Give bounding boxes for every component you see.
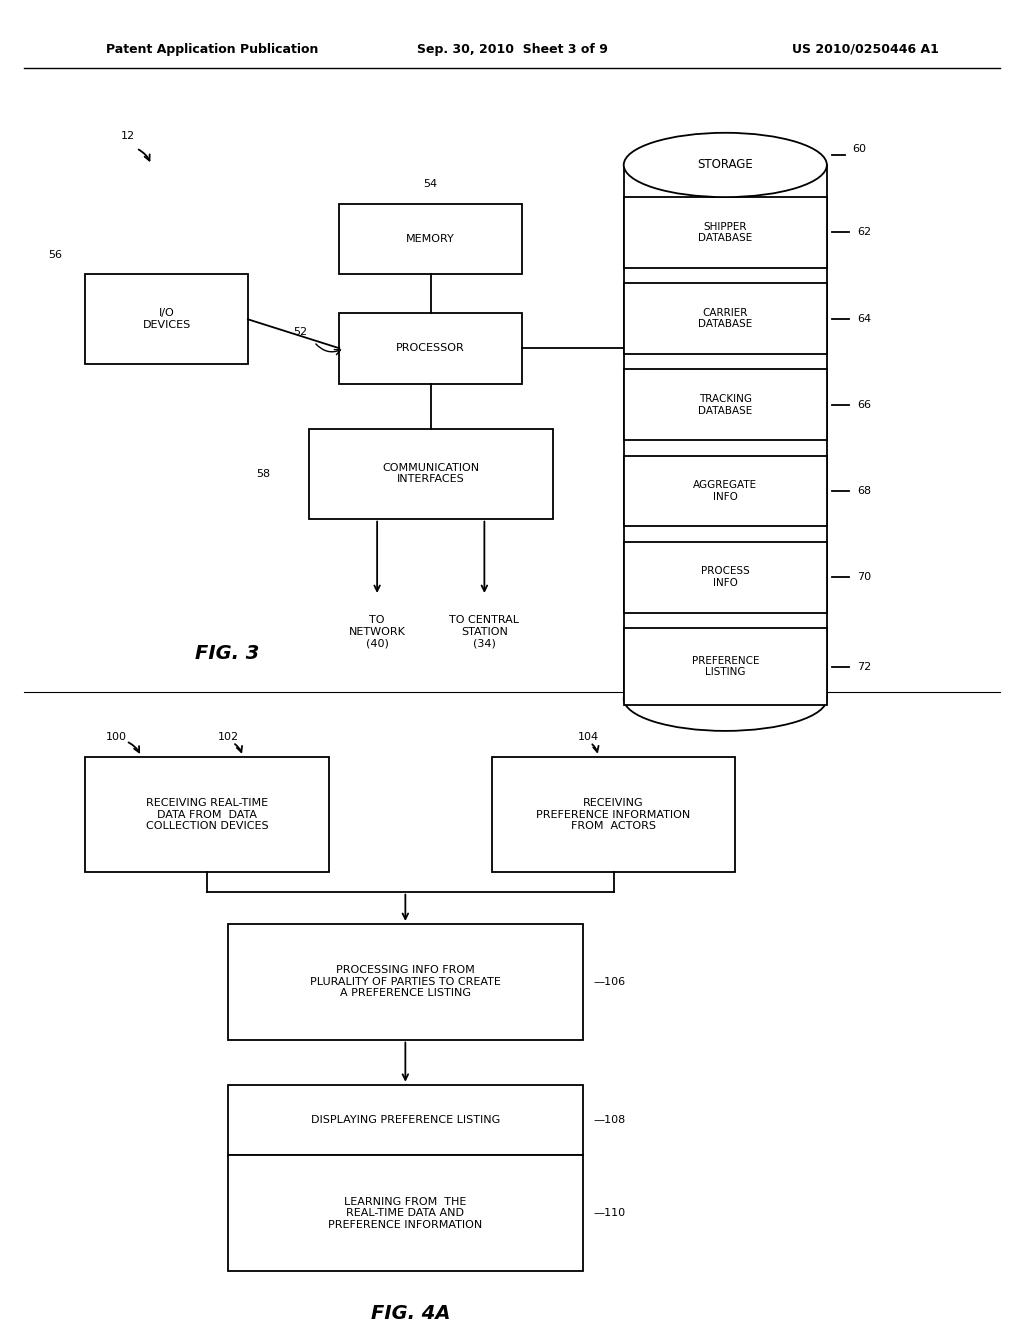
Text: LEARNING FROM  THE
REAL-TIME DATA AND
PREFERENCE INFORMATION: LEARNING FROM THE REAL-TIME DATA AND PRE… (329, 1197, 482, 1230)
Text: FIG. 4A: FIG. 4A (371, 1304, 451, 1320)
FancyBboxPatch shape (624, 370, 826, 440)
Text: —110: —110 (593, 1208, 626, 1218)
Text: PROCESSING INFO FROM
PLURALITY OF PARTIES TO CREATE
A PREFERENCE LISTING: PROCESSING INFO FROM PLURALITY OF PARTIE… (310, 965, 501, 998)
Text: 52: 52 (294, 327, 308, 338)
Text: PREFERENCE
LISTING: PREFERENCE LISTING (691, 656, 759, 677)
Text: STORAGE: STORAGE (697, 158, 754, 172)
FancyBboxPatch shape (624, 455, 826, 527)
Ellipse shape (624, 667, 826, 731)
Text: CARRIER
DATABASE: CARRIER DATABASE (698, 308, 753, 330)
FancyBboxPatch shape (85, 756, 329, 873)
Text: RECEIVING
PREFERENCE INFORMATION
FROM  ACTORS: RECEIVING PREFERENCE INFORMATION FROM AC… (537, 797, 691, 832)
Text: US 2010/0250446 A1: US 2010/0250446 A1 (792, 42, 939, 55)
FancyBboxPatch shape (492, 756, 735, 873)
FancyBboxPatch shape (624, 628, 826, 705)
Text: TO
NETWORK
(40): TO NETWORK (40) (349, 615, 406, 648)
Text: AGGREGATE
INFO: AGGREGATE INFO (693, 480, 758, 502)
FancyBboxPatch shape (339, 313, 522, 384)
Text: 72: 72 (857, 661, 871, 672)
Text: 62: 62 (857, 227, 871, 238)
Text: 60: 60 (852, 144, 866, 154)
Text: MEMORY: MEMORY (407, 234, 455, 244)
FancyBboxPatch shape (85, 275, 248, 364)
Text: 68: 68 (857, 486, 871, 496)
Text: TO CENTRAL
STATION
(34): TO CENTRAL STATION (34) (450, 615, 519, 648)
FancyBboxPatch shape (624, 541, 826, 612)
Text: SHIPPER
DATABASE: SHIPPER DATABASE (698, 222, 753, 243)
Text: COMMUNICATION
INTERFACES: COMMUNICATION INTERFACES (382, 463, 479, 484)
Text: 12: 12 (121, 131, 135, 141)
Ellipse shape (624, 133, 826, 197)
Text: I/O
DEVICES: I/O DEVICES (142, 309, 190, 330)
Text: PROCESSOR: PROCESSOR (396, 343, 465, 354)
FancyBboxPatch shape (624, 197, 826, 268)
Text: 70: 70 (857, 572, 871, 582)
FancyBboxPatch shape (227, 1085, 583, 1155)
Text: FIG. 3: FIG. 3 (196, 644, 260, 663)
FancyBboxPatch shape (227, 924, 583, 1040)
Text: 102: 102 (217, 731, 239, 742)
Text: —106: —106 (593, 977, 626, 987)
Text: DISPLAYING PREFERENCE LISTING: DISPLAYING PREFERENCE LISTING (310, 1115, 500, 1125)
Text: 100: 100 (105, 731, 127, 742)
Text: RECEIVING REAL-TIME
DATA FROM  DATA
COLLECTION DEVICES: RECEIVING REAL-TIME DATA FROM DATA COLLE… (146, 797, 268, 832)
Text: 66: 66 (857, 400, 871, 409)
FancyBboxPatch shape (339, 203, 522, 275)
Text: 64: 64 (857, 314, 871, 323)
Text: Patent Application Publication: Patent Application Publication (105, 42, 318, 55)
Text: —108: —108 (593, 1115, 626, 1125)
FancyBboxPatch shape (227, 1155, 583, 1271)
Text: 58: 58 (256, 469, 270, 479)
Text: 104: 104 (578, 731, 599, 742)
FancyBboxPatch shape (624, 284, 826, 354)
Text: 54: 54 (424, 180, 438, 189)
Text: Sep. 30, 2010  Sheet 3 of 9: Sep. 30, 2010 Sheet 3 of 9 (417, 42, 607, 55)
FancyBboxPatch shape (309, 429, 553, 519)
Text: 56: 56 (48, 249, 61, 260)
Text: TRACKING
DATABASE: TRACKING DATABASE (698, 395, 753, 416)
Text: PROCESS
INFO: PROCESS INFO (700, 566, 750, 587)
